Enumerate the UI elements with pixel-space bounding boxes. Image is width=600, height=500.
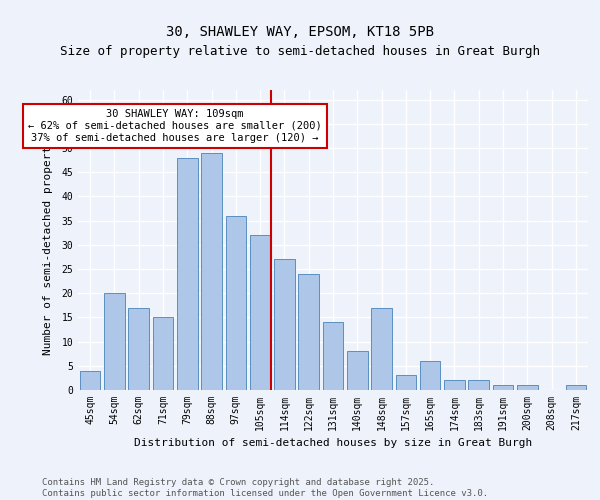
Bar	[128, 308, 149, 390]
Bar	[226, 216, 246, 390]
Bar	[469, 380, 489, 390]
Text: 30 SHAWLEY WAY: 109sqm
← 62% of semi-detached houses are smaller (200)
37% of se: 30 SHAWLEY WAY: 109sqm ← 62% of semi-det…	[28, 110, 322, 142]
Bar	[177, 158, 197, 390]
Bar	[152, 318, 173, 390]
Bar	[323, 322, 343, 390]
Text: Contains HM Land Registry data © Crown copyright and database right 2025.
Contai: Contains HM Land Registry data © Crown c…	[42, 478, 488, 498]
Bar	[80, 370, 100, 390]
Bar	[371, 308, 392, 390]
Bar	[298, 274, 319, 390]
Bar	[395, 376, 416, 390]
Bar	[566, 385, 586, 390]
Bar	[347, 352, 368, 390]
Bar	[444, 380, 465, 390]
Bar	[274, 260, 295, 390]
Y-axis label: Number of semi-detached properties: Number of semi-detached properties	[43, 125, 53, 355]
Text: 30, SHAWLEY WAY, EPSOM, KT18 5PB: 30, SHAWLEY WAY, EPSOM, KT18 5PB	[166, 25, 434, 39]
Bar	[420, 361, 440, 390]
Bar	[104, 293, 125, 390]
X-axis label: Distribution of semi-detached houses by size in Great Burgh: Distribution of semi-detached houses by …	[134, 438, 532, 448]
Bar	[201, 153, 222, 390]
Bar	[517, 385, 538, 390]
Bar	[250, 235, 271, 390]
Text: Size of property relative to semi-detached houses in Great Burgh: Size of property relative to semi-detach…	[60, 45, 540, 58]
Bar	[493, 385, 514, 390]
